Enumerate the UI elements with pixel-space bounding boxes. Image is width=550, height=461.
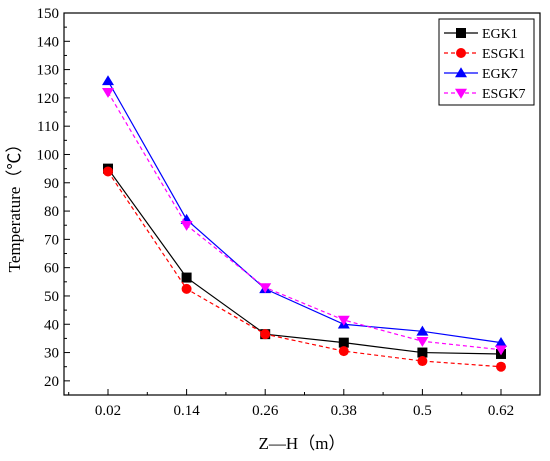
data-point	[181, 272, 192, 283]
legend-label: ESGK1	[482, 47, 526, 62]
data-point	[416, 336, 429, 347]
x-tick-label: 0.26	[252, 403, 279, 419]
y-tick-label: 20	[44, 374, 59, 390]
legend-item: EGK7	[444, 67, 518, 82]
data-point	[180, 220, 193, 231]
data-point	[417, 347, 428, 358]
data-point	[496, 361, 506, 372]
y-tick-label: 120	[37, 91, 60, 107]
series-line	[107, 91, 502, 351]
legend-label: EGK1	[482, 27, 518, 42]
data-point	[495, 336, 507, 347]
y-tick-label: 130	[37, 63, 60, 79]
series-line	[107, 80, 502, 344]
series-line	[107, 171, 502, 368]
legend-item: ESGK7	[444, 87, 526, 102]
data-point	[417, 356, 428, 367]
x-tick-label: 0.62	[488, 403, 514, 419]
data-point	[103, 166, 113, 177]
plot-frame	[63, 12, 541, 396]
data-point	[260, 329, 271, 340]
y-tick-label: 150	[37, 6, 60, 22]
data-point	[416, 325, 429, 336]
legend: EGK1 ESGK1 EGK7 ESGK7	[438, 18, 535, 106]
y-tick-label: 140	[37, 34, 60, 50]
data-point	[337, 315, 350, 326]
series-layer	[102, 75, 507, 372]
x-axis: 0.02 0.14 0.26 0.38 0.5 0.62	[68, 389, 514, 419]
series-egk7	[102, 75, 507, 347]
series-egk1	[103, 163, 506, 359]
data-point	[338, 337, 349, 348]
data-point	[495, 345, 507, 356]
y-tick-label: 70	[44, 232, 59, 248]
x-tick-label: 0.02	[95, 403, 121, 419]
series-line	[107, 168, 502, 355]
y-tick-label: 50	[44, 289, 59, 305]
legend-marker	[456, 48, 466, 58]
legend-item: ESGK1	[444, 47, 526, 62]
y-axis: 20 30 40 50 60 70 80 90 100 110 120 130 140 150	[37, 6, 70, 396]
legend-label: EGK7	[482, 67, 518, 82]
x-tick-label: 0.38	[331, 403, 357, 419]
series-esgk1	[103, 166, 506, 372]
y-tick-label: 80	[44, 204, 59, 220]
y-tick-label: 60	[44, 261, 59, 277]
data-point	[338, 346, 349, 357]
legend-label: ESGK7	[482, 87, 526, 102]
y-tick-label: 110	[37, 119, 59, 135]
y-tick-label: 100	[37, 147, 60, 163]
legend-marker	[455, 88, 467, 99]
data-point	[102, 87, 114, 98]
series-esgk7	[102, 87, 507, 356]
legend-marker	[455, 67, 467, 78]
y-tick-label: 40	[44, 317, 59, 333]
x-tick-label: 0.5	[413, 403, 432, 419]
x-axis-title: Z—H（m）	[259, 434, 346, 453]
data-point	[102, 75, 114, 86]
y-tick-label: 30	[44, 346, 59, 362]
data-point	[259, 283, 272, 294]
legend-marker	[456, 28, 466, 38]
y-axis-title: Temperature（℃）	[5, 136, 24, 273]
data-point	[181, 283, 192, 294]
y-tick-label: 90	[44, 176, 59, 192]
legend-item: EGK1	[444, 27, 518, 42]
x-tick-label: 0.14	[173, 403, 200, 419]
